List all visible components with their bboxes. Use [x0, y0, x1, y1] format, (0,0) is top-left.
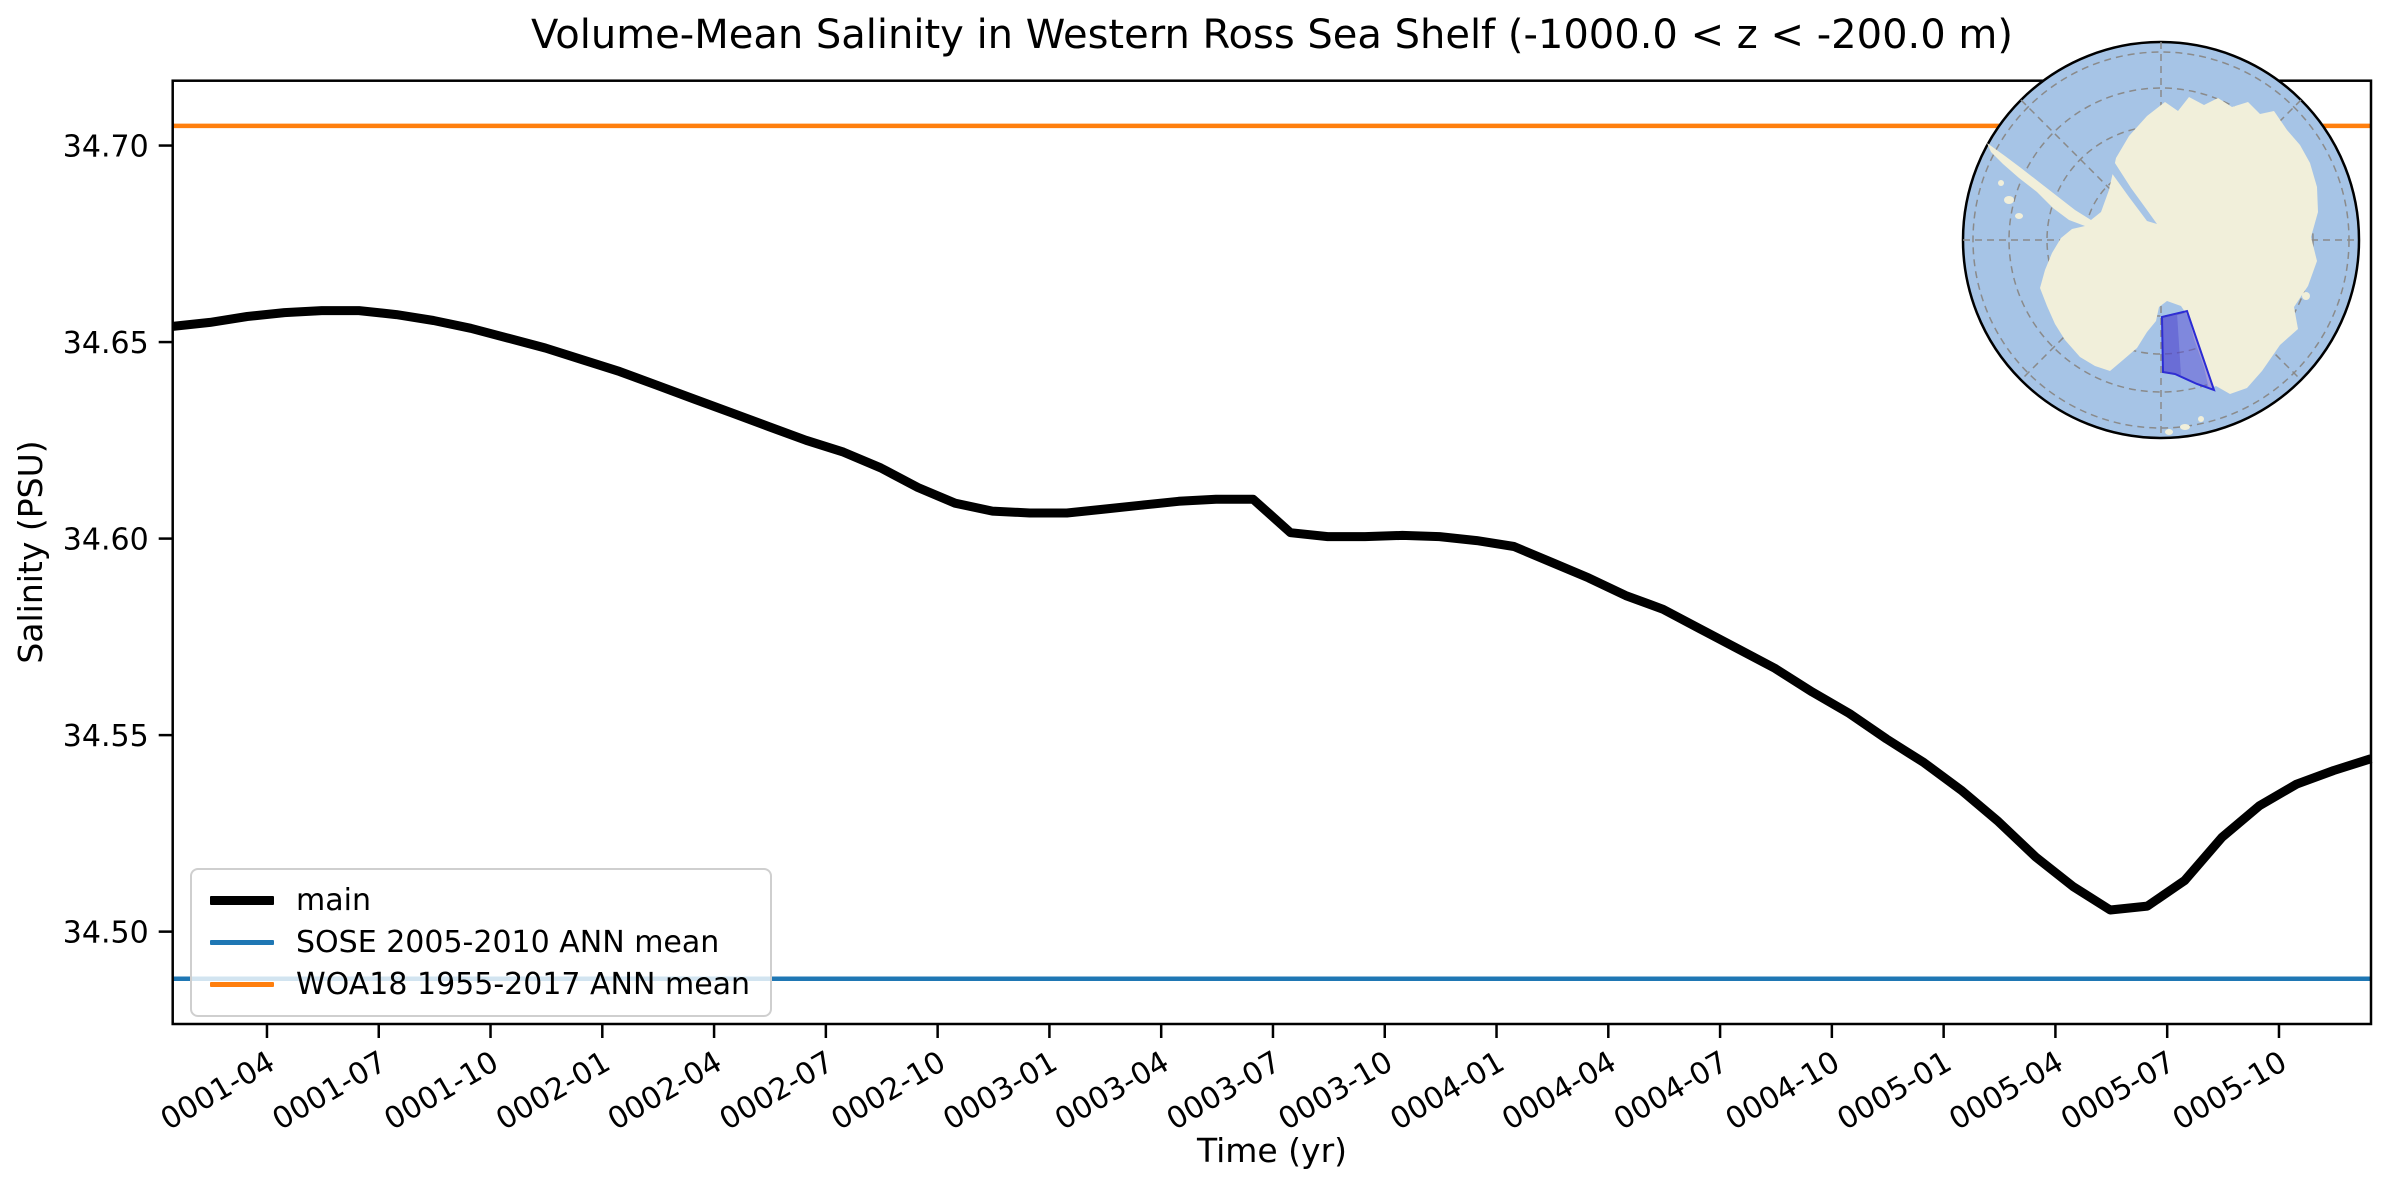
x-tick-label: 0003-10	[1273, 1045, 1399, 1138]
y-tick-label: 34.65	[63, 326, 149, 361]
y-tick-label: 34.55	[63, 719, 149, 754]
x-tick-label: 0004-10	[1720, 1045, 1846, 1138]
x-tick-label: 0003-04	[1049, 1045, 1175, 1138]
y-tick-label: 34.60	[63, 523, 149, 558]
y-tick-label: 34.50	[63, 916, 149, 951]
x-tick-label: 0001-07	[267, 1045, 393, 1138]
x-tick-label: 0001-10	[378, 1045, 504, 1138]
region-highlight	[2160, 309, 2216, 392]
legend-item-woa18: WOA18 1955-2017 ANN mean	[210, 968, 750, 1001]
legend-item-main: main	[210, 884, 750, 917]
x-tick-label: 0002-04	[602, 1045, 728, 1138]
legend-label: main	[296, 883, 371, 918]
x-tick-label: 0004-01	[1384, 1045, 1510, 1138]
x-axis-label: Time (yr)	[1196, 1131, 1347, 1170]
main-series-line	[172, 306, 2373, 915]
x-tick-label: 0005-10	[2167, 1045, 2293, 1138]
legend-line-sample-main	[210, 896, 274, 905]
legend-line-sample-sose	[210, 940, 274, 945]
x-tick-label: 0004-07	[1608, 1045, 1734, 1138]
y-axis-label: Salinity (PSU)	[11, 440, 50, 663]
x-tick-label: 0004-04	[1496, 1045, 1622, 1138]
x-tick-label: 0003-01	[937, 1045, 1063, 1138]
inset-map-antarctica	[1961, 40, 2361, 440]
legend-label: WOA18 1955-2017 ANN mean	[296, 967, 751, 1002]
x-tick-label: 0002-07	[714, 1045, 840, 1138]
x-tick-label: 0002-01	[490, 1045, 616, 1138]
legend-label: SOSE 2005-2010 ANN mean	[296, 925, 720, 960]
x-tick-label: 0005-01	[1832, 1045, 1958, 1138]
x-tick-label: 0005-07	[2055, 1045, 2181, 1138]
y-tick-label: 34.70	[63, 130, 149, 165]
chart-title: Volume-Mean Salinity in Western Ross Sea…	[531, 12, 2013, 58]
x-tick-label: 0005-04	[1943, 1045, 2069, 1138]
legend: main SOSE 2005-2010 ANN mean WOA18 1955-…	[190, 868, 773, 1017]
legend-item-sose: SOSE 2005-2010 ANN mean	[210, 926, 750, 959]
x-tick-label: 0002-10	[826, 1045, 952, 1138]
antarctica-landmass	[1987, 97, 2318, 435]
legend-line-sample-woa18	[210, 982, 274, 987]
x-tick-label: 0003-07	[1161, 1045, 1287, 1138]
x-tick-label: 0001-04	[155, 1045, 281, 1138]
